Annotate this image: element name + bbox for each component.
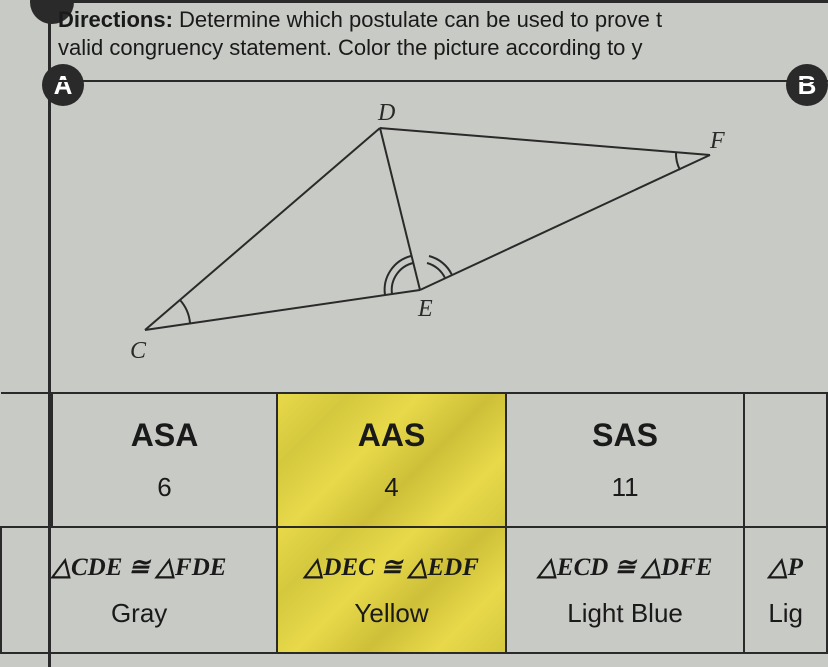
directions-label: Directions: xyxy=(58,7,173,32)
congruence-cell-1: △CDE ≅ △FDE Gray xyxy=(1,527,277,653)
congruence-cell-2: △DEC ≅ △EDF Yellow xyxy=(277,527,506,653)
directions-line2: valid congruency statement. Color the pi… xyxy=(58,35,643,60)
postulate-cell-asa: ASA 6 xyxy=(52,393,277,527)
postulate-label: ASA xyxy=(53,417,276,454)
triangle-diagram: D F E C xyxy=(100,90,750,390)
congruence-statement: △ECD ≅ △DFE xyxy=(507,552,744,582)
color-name: Gray xyxy=(2,598,276,629)
postulate-label: SAS xyxy=(507,417,744,454)
color-name: Light Blue xyxy=(507,598,744,629)
answer-table: ASA 6 AAS 4 SAS 11 △CDE ≅ △FDE Gray △DEC… xyxy=(0,392,828,654)
congruence-statement: △P xyxy=(745,552,826,582)
congruence-statement: △DEC ≅ △EDF xyxy=(278,552,505,582)
congruence-statement: △CDE ≅ △FDE xyxy=(2,552,276,582)
directions-text: Directions: Determine which postulate ca… xyxy=(58,6,828,61)
color-name: Lig xyxy=(745,598,826,629)
postulate-cell-cut xyxy=(744,393,827,527)
directions-line1: Determine which postulate can be used to… xyxy=(179,7,662,32)
postulate-label: AAS xyxy=(278,417,505,454)
vertex-e-label: E xyxy=(417,296,433,322)
congruence-cell-4: △P Lig xyxy=(744,527,827,653)
postulate-num: 11 xyxy=(507,472,744,503)
congruence-cell-3: △ECD ≅ △DFE Light Blue xyxy=(506,527,745,653)
left-margin-cell xyxy=(1,393,52,527)
color-name: Yellow xyxy=(278,598,505,629)
postulate-num: 4 xyxy=(278,472,505,503)
postulate-cell-aas: AAS 4 xyxy=(277,393,506,527)
vertex-d-label: D xyxy=(377,100,395,126)
vertex-f-label: F xyxy=(709,128,725,154)
postulate-cell-sas: SAS 11 xyxy=(506,393,745,527)
vertex-c-label: C xyxy=(130,338,147,364)
postulate-num: 6 xyxy=(53,472,276,503)
